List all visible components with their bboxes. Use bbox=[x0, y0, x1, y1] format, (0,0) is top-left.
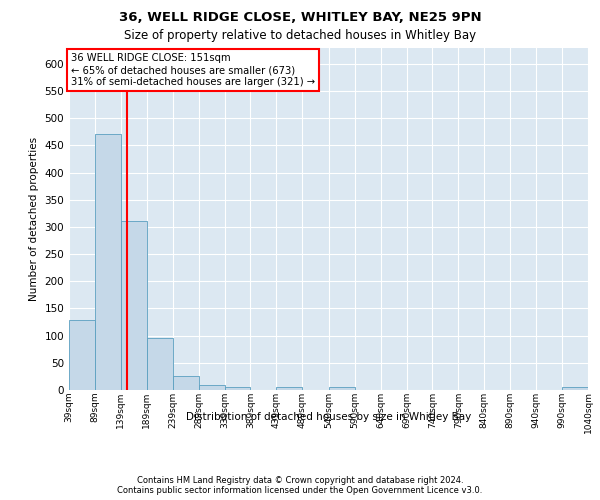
Text: Distribution of detached houses by size in Whitley Bay: Distribution of detached houses by size … bbox=[186, 412, 472, 422]
Text: Size of property relative to detached houses in Whitley Bay: Size of property relative to detached ho… bbox=[124, 29, 476, 42]
Bar bbox=[121, 221, 147, 390]
Bar bbox=[329, 388, 355, 390]
Bar bbox=[95, 134, 121, 390]
Text: Contains HM Land Registry data © Crown copyright and database right 2024.: Contains HM Land Registry data © Crown c… bbox=[137, 476, 463, 485]
Bar bbox=[277, 386, 302, 390]
Bar bbox=[173, 376, 199, 390]
Bar bbox=[147, 338, 173, 390]
Bar bbox=[562, 388, 588, 390]
Bar bbox=[69, 320, 95, 390]
Bar bbox=[224, 388, 250, 390]
Text: 36, WELL RIDGE CLOSE, WHITLEY BAY, NE25 9PN: 36, WELL RIDGE CLOSE, WHITLEY BAY, NE25 … bbox=[119, 11, 481, 24]
Text: Contains public sector information licensed under the Open Government Licence v3: Contains public sector information licen… bbox=[118, 486, 482, 495]
Y-axis label: Number of detached properties: Number of detached properties bbox=[29, 136, 39, 301]
Text: 36 WELL RIDGE CLOSE: 151sqm
← 65% of detached houses are smaller (673)
31% of se: 36 WELL RIDGE CLOSE: 151sqm ← 65% of det… bbox=[71, 54, 315, 86]
Bar bbox=[199, 384, 224, 390]
